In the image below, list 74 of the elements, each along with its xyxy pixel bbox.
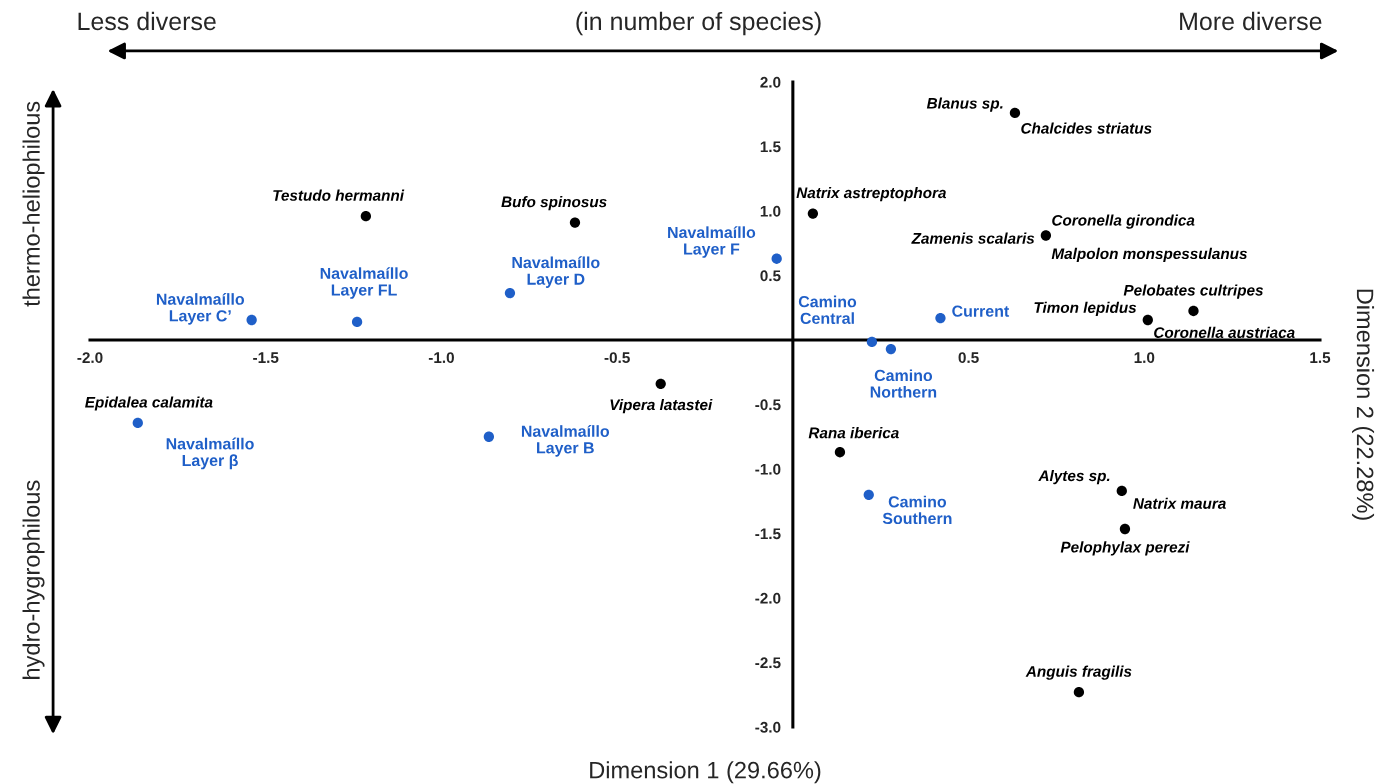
point (866, 336, 878, 348)
point (483, 431, 495, 442)
x-tick-label: -2.0 (77, 352, 103, 364)
point (1119, 523, 1131, 535)
text: hydro-hygrophilous (22, 480, 45, 679)
text: thermo-heliophilous (22, 101, 45, 307)
point (360, 211, 372, 222)
point (1188, 305, 1199, 317)
y-tick-label: 0.5 (760, 270, 781, 282)
point (1040, 230, 1052, 241)
annotation: Blanus sp. (926, 97, 1003, 112)
point (771, 253, 782, 264)
annotation: Pelobates cultripes (1123, 284, 1264, 299)
annotation: Camino Central (798, 295, 857, 324)
point (1009, 107, 1021, 119)
y-tick-label: -2.0 (755, 592, 781, 604)
y-tick-label: -3.0 (755, 721, 781, 733)
annotation: Coronella girondica (1052, 214, 1195, 229)
x-tick-label: -0.5 (604, 352, 630, 364)
y-axis-title: Dimension 2 (22.28%) (1352, 289, 1375, 520)
annotation: Navalmaíllo Layer C’ (156, 293, 245, 325)
annotation: Malpolon monspessulanus (1051, 247, 1248, 263)
point (1116, 485, 1127, 497)
point (132, 417, 143, 429)
annotation: Pelophylax perezi (1060, 541, 1190, 556)
annotation: Camino Southern (882, 495, 952, 525)
y-tick-label: -1.5 (755, 528, 781, 540)
annotation: Epidalea calamita (85, 396, 213, 411)
annotation: Current (952, 305, 1010, 317)
annotation: Navalmaíllo Layer B (521, 425, 610, 457)
annotation: Anguis fragilis (1025, 665, 1132, 680)
annotation: Vipera latastei (610, 398, 713, 414)
x-axis-title: Dimension 1 (29.66%) (590, 761, 821, 784)
annotation: Timon lepidus (1034, 301, 1137, 317)
annotation: Coronella austriaca (1154, 326, 1295, 338)
y-tick-label: -1.0 (755, 463, 781, 475)
annotation: Chalcides striatus (1021, 122, 1152, 134)
point (834, 447, 846, 458)
point (351, 316, 363, 328)
point (1073, 687, 1085, 698)
y-tick-label: -0.5 (755, 399, 781, 411)
annotation: Bufo spinosus (501, 196, 607, 211)
x-tick-label: -1.5 (253, 352, 279, 364)
text: More diverse (1180, 11, 1322, 31)
annotation: Camino Northern (870, 369, 937, 398)
y-tick-label: -2.5 (755, 657, 781, 669)
y-tick-label: 1.5 (760, 141, 781, 153)
y-tick-label: 1.0 (760, 205, 781, 217)
x-tick-label: 1.0 (1134, 352, 1155, 364)
x-tick-label: 1.5 (1310, 352, 1331, 364)
point (569, 217, 581, 228)
text: Less diverse (78, 11, 216, 31)
annotation: Navalmaíllo Layer F (668, 226, 756, 258)
y-tick-label: 2.0 (760, 76, 781, 88)
point (885, 343, 897, 355)
x-tick-label: 0.5 (958, 352, 979, 364)
point (1142, 314, 1153, 326)
point (655, 378, 666, 390)
annotation: Rana iberica (808, 427, 899, 439)
annotation: Navalmaíllo Layer D (512, 256, 600, 288)
annotation: Testudo hermanni (273, 189, 405, 201)
annotation: Natrix astreptophora (796, 187, 947, 202)
annotation: Natrix maura (1133, 497, 1226, 509)
point (246, 314, 257, 326)
annotation: Zamenis scalaris (911, 232, 1035, 244)
point (935, 312, 946, 324)
point (863, 489, 874, 500)
annotation: Alytes sp. (1038, 469, 1110, 485)
point (504, 287, 516, 299)
x-tick-label: -1.0 (428, 352, 454, 364)
point (807, 208, 819, 219)
annotation: Navalmaíllo Layer FL (320, 267, 408, 299)
text: (in number of species) (576, 11, 821, 36)
annotation: Navalmaíllo Layer β (166, 437, 254, 470)
